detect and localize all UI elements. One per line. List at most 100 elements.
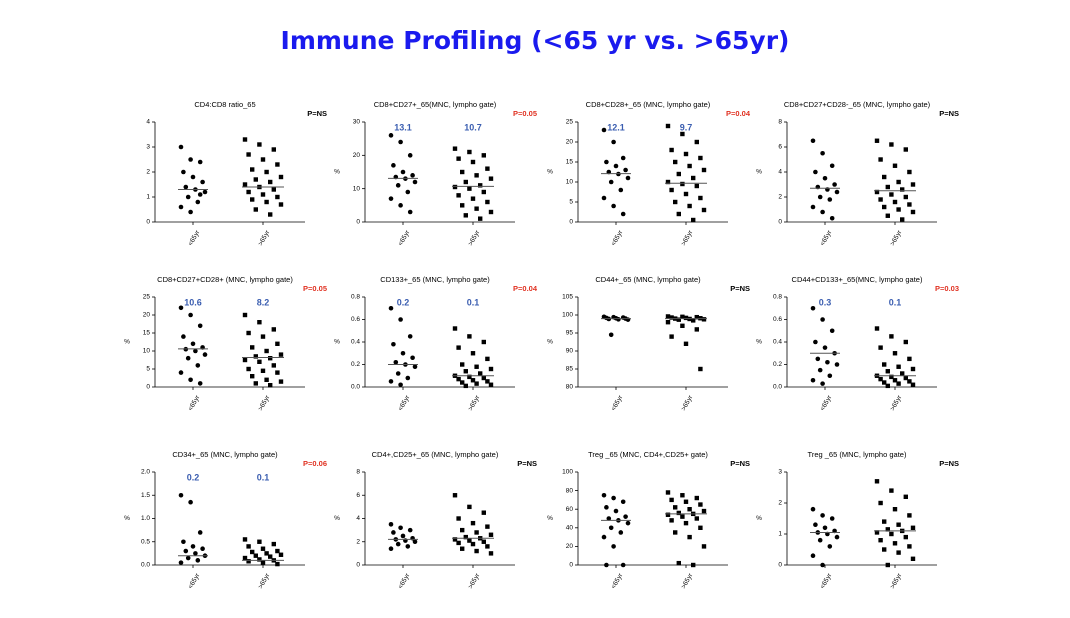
dot (604, 159, 609, 165)
y-tick-label: 2 (778, 194, 782, 201)
center-label: 8.2 (257, 297, 270, 307)
dot (257, 142, 262, 147)
dot (834, 362, 840, 367)
page-title: Immune Profiling (<65 yr vs. >65yr) (281, 26, 790, 55)
x-tick-label: <65yr (610, 394, 625, 412)
dot (463, 369, 468, 374)
dot (275, 194, 280, 200)
dot (253, 553, 258, 558)
y-tick-label: 20 (566, 543, 574, 550)
dot (481, 153, 486, 158)
dot (268, 356, 273, 361)
dot (810, 377, 816, 383)
dot (246, 544, 251, 549)
dot (822, 175, 828, 181)
dot (200, 546, 205, 552)
dot (676, 211, 681, 217)
dot (278, 174, 284, 180)
y-tick-label: 0 (778, 562, 782, 569)
dot (246, 330, 251, 336)
y-tick-label: 1 (146, 194, 150, 201)
dot (701, 317, 707, 322)
dot (604, 505, 609, 510)
dot (278, 552, 284, 557)
dot (813, 169, 818, 175)
dot (481, 539, 486, 544)
dot (197, 192, 203, 197)
dot (188, 499, 193, 505)
dot (683, 315, 689, 321)
dot (665, 179, 671, 185)
dot (874, 189, 880, 195)
dot (474, 548, 479, 554)
dot (896, 207, 901, 212)
dot (618, 530, 624, 535)
y-tick-label: 0 (569, 562, 573, 569)
center-label: 0.2 (187, 472, 200, 482)
dot (395, 541, 401, 547)
dot (691, 318, 696, 323)
dot (398, 525, 403, 531)
dot (892, 541, 898, 546)
y-tick-label: 80 (566, 487, 574, 494)
x-tick-label: <65yr (819, 229, 834, 247)
dot (470, 196, 476, 201)
dot (264, 377, 269, 382)
dot (683, 341, 689, 346)
y-tick-label: 0 (146, 219, 150, 226)
y-tick-label: 4 (146, 119, 150, 126)
dot (412, 179, 418, 185)
dot (275, 370, 280, 375)
dot (456, 376, 461, 382)
dot (820, 513, 825, 518)
dot (246, 559, 251, 564)
dot (832, 182, 837, 187)
dot (257, 320, 262, 325)
dot (694, 516, 699, 521)
y-tick-label: 0 (356, 562, 360, 569)
dot (910, 382, 916, 387)
dot (698, 195, 703, 201)
dot (275, 561, 280, 567)
dot (874, 138, 880, 143)
dot (680, 314, 685, 319)
dot (665, 320, 671, 325)
p-value: P=0.04 (726, 109, 751, 118)
dot (829, 328, 835, 334)
x-tick-label: <65yr (819, 394, 834, 412)
dot (463, 534, 468, 540)
center-label: 13.1 (394, 122, 412, 132)
dot (620, 562, 626, 568)
dot (910, 525, 916, 530)
dot (185, 555, 191, 561)
dot (474, 173, 479, 178)
p-value: P=NS (517, 459, 537, 468)
dot (810, 138, 816, 144)
dot (620, 499, 626, 505)
dot (676, 510, 681, 516)
x-tick-label: >65yr (889, 572, 904, 590)
dot (878, 197, 883, 202)
y-tick-label: 30 (353, 119, 361, 126)
dot (391, 530, 396, 535)
dot (183, 184, 189, 190)
dot (874, 326, 880, 331)
dot (197, 323, 203, 329)
y-tick-label: 10 (353, 185, 361, 192)
center-label: 0.1 (889, 297, 902, 307)
dot (896, 179, 901, 185)
dot (903, 534, 908, 540)
dot (250, 374, 255, 379)
dot (878, 157, 883, 162)
dot (474, 364, 479, 369)
dot (278, 352, 284, 357)
dot (889, 374, 894, 380)
x-tick-label: >65yr (889, 229, 904, 247)
y-tick-label: 2 (146, 169, 150, 176)
panel-title: CD133+_65 (MNC, lympho gate) (380, 275, 490, 284)
dot (900, 371, 905, 376)
dot (907, 202, 912, 207)
dot (885, 213, 890, 218)
dot (200, 179, 205, 185)
dot (601, 492, 607, 498)
